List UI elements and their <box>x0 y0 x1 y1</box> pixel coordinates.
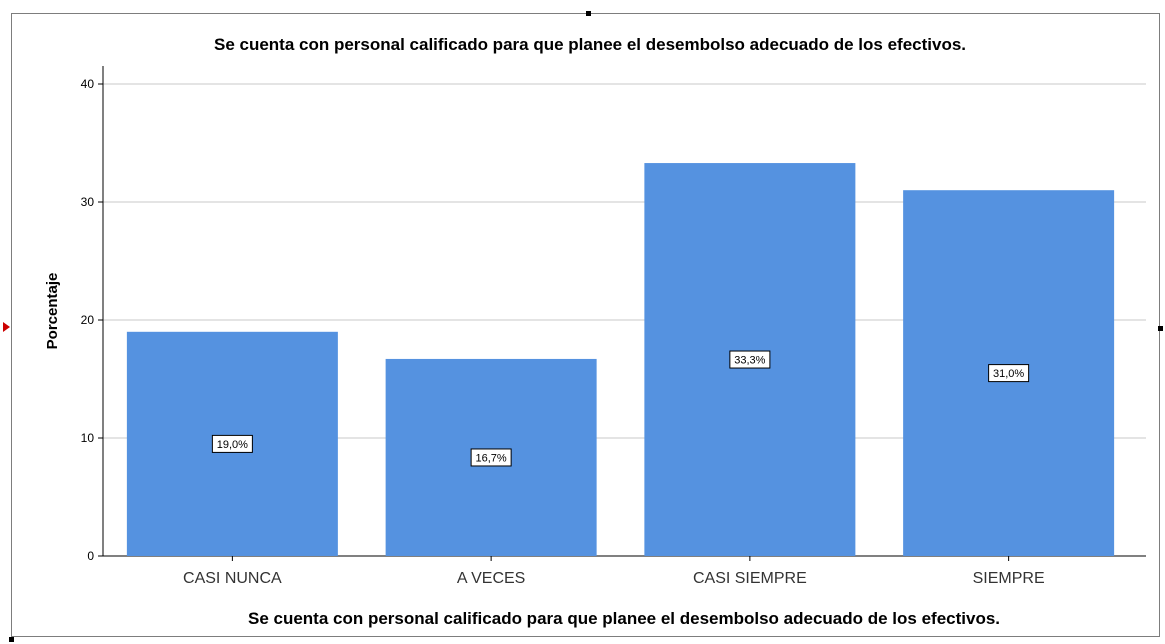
y-tick-label: 20 <box>81 313 95 327</box>
data-label: 19,0% <box>217 439 248 451</box>
resize-handle-top[interactable] <box>586 11 591 16</box>
y-tick-label: 40 <box>81 77 95 91</box>
x-axis-ticks: CASI NUNCA A VECES CASI SIEMPRE SIEMPRE <box>183 556 1045 587</box>
y-axis-label: Porcentaje <box>44 273 61 350</box>
data-labels: 19,0% 16,7% 33,3% 31,0% <box>211 350 1030 467</box>
data-label-box <box>729 350 771 369</box>
bars <box>126 163 1115 556</box>
data-label-box <box>988 364 1030 383</box>
x-tick-label: A VECES <box>457 570 525 587</box>
y-tick-label: 30 <box>81 195 95 209</box>
data-label-box <box>211 434 253 453</box>
x-axis-label: Se cuenta con personal calificado para q… <box>248 609 1000 628</box>
data-label: 16,7% <box>476 452 507 464</box>
y-tick-label: 0 <box>87 549 94 563</box>
x-tick-label: CASI NUNCA <box>183 570 282 587</box>
y-tick-label: 10 <box>81 431 95 445</box>
x-tick-label: CASI SIEMPRE <box>693 570 807 587</box>
x-tick-label: SIEMPRE <box>973 570 1045 587</box>
resize-handle-right[interactable] <box>1158 326 1163 331</box>
chart-title: Se cuenta con personal calificado para q… <box>214 35 966 54</box>
data-label-box <box>470 448 512 467</box>
resize-handle-bottom-left[interactable] <box>9 637 14 642</box>
data-label: 33,3% <box>734 355 765 367</box>
y-axis-ticks: 0 10 20 30 40 <box>81 77 103 563</box>
selection-marker-icon <box>3 322 10 332</box>
data-label: 31,0% <box>993 368 1024 380</box>
